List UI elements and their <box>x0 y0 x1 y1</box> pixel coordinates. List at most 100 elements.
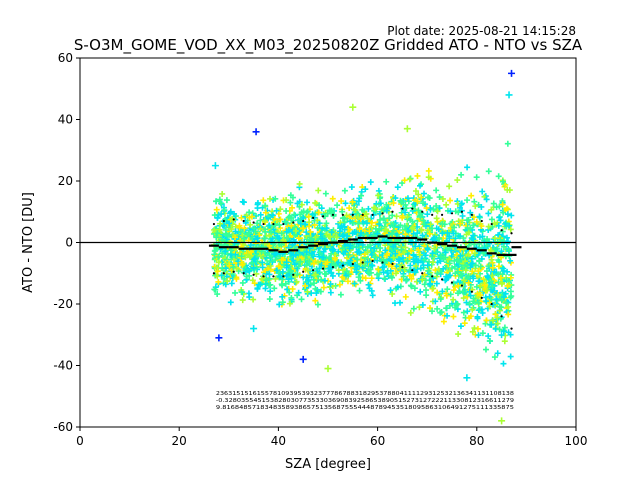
data-point <box>298 201 305 208</box>
data-point <box>407 216 414 223</box>
data-point <box>470 214 477 221</box>
data-point <box>443 201 450 208</box>
data-point <box>328 250 335 257</box>
data-point <box>502 290 509 297</box>
data-point <box>489 317 496 324</box>
percentile-marker <box>411 269 414 272</box>
y-tick-label: -60 <box>53 420 73 434</box>
percentile-marker <box>312 269 315 272</box>
data-point <box>266 222 273 229</box>
data-point <box>508 293 515 300</box>
data-point <box>288 222 295 229</box>
data-point <box>342 248 349 255</box>
data-point <box>252 128 260 136</box>
data-point <box>433 187 440 194</box>
data-point <box>416 304 423 311</box>
data-point <box>233 275 240 282</box>
mean-marker <box>437 243 448 246</box>
data-point <box>454 177 461 184</box>
data-point <box>303 262 310 269</box>
mean-marker <box>238 247 249 250</box>
data-point <box>457 233 464 240</box>
data-point <box>433 203 440 209</box>
data-point <box>222 281 229 288</box>
data-point <box>444 229 451 236</box>
data-point <box>390 220 397 227</box>
data-point <box>307 228 314 235</box>
data-point <box>499 201 506 208</box>
data-point <box>222 216 229 223</box>
data-point <box>410 224 417 231</box>
data-point <box>451 263 458 270</box>
data-point <box>443 273 450 280</box>
data-point <box>397 299 404 306</box>
data-point <box>368 275 375 282</box>
data-point <box>444 286 451 293</box>
data-point <box>257 225 264 232</box>
data-point <box>422 277 429 284</box>
data-point <box>364 258 371 265</box>
mean-marker <box>318 243 329 246</box>
data-point <box>405 198 412 205</box>
data-point <box>403 205 410 212</box>
data-point <box>389 231 396 238</box>
data-point <box>431 234 438 241</box>
data-point <box>375 192 382 199</box>
data-point <box>480 250 487 257</box>
data-point <box>477 263 484 270</box>
mean-markers <box>208 207 522 330</box>
data-point <box>273 207 280 214</box>
plot-date: Plot date: 2025-08-21 14:15:28 <box>387 24 576 38</box>
percentile-marker <box>212 222 216 226</box>
data-point <box>505 311 512 318</box>
percentile-marker <box>312 216 315 219</box>
data-point <box>300 208 307 215</box>
data-point <box>246 267 253 274</box>
data-point <box>354 256 361 263</box>
data-point <box>399 214 406 221</box>
data-point <box>470 222 477 229</box>
data-point <box>390 243 397 250</box>
data-point <box>459 213 466 220</box>
data-point <box>429 308 436 315</box>
data-point <box>342 272 349 279</box>
percentile-marker <box>331 266 335 269</box>
data-point <box>308 250 315 257</box>
data-point <box>250 296 257 303</box>
data-point <box>430 285 437 292</box>
data-point <box>235 258 242 265</box>
data-point <box>276 235 283 242</box>
data-point <box>488 216 495 223</box>
data-point <box>287 267 294 274</box>
data-point <box>496 326 503 333</box>
data-point <box>455 331 462 338</box>
data-point <box>457 220 464 227</box>
data-point <box>377 245 384 252</box>
data-point <box>347 257 354 264</box>
data-point <box>414 198 421 205</box>
data-point <box>288 294 295 301</box>
data-point <box>427 281 434 288</box>
data-point <box>465 229 472 236</box>
percentile-marker <box>450 212 454 215</box>
data-point <box>217 220 224 227</box>
data-point <box>421 256 428 263</box>
data-point <box>495 292 502 299</box>
data-point <box>330 246 337 253</box>
data-point <box>432 267 439 274</box>
data-point <box>272 275 279 282</box>
data-point <box>507 257 514 264</box>
data-point <box>454 300 461 307</box>
data-point <box>243 273 250 280</box>
mean-marker <box>347 238 358 241</box>
data-point <box>315 209 322 216</box>
data-point <box>254 220 261 227</box>
data-point <box>320 254 327 261</box>
data-point <box>489 283 496 290</box>
data-point <box>505 91 513 99</box>
data-point <box>345 251 352 258</box>
percentile-marker <box>421 210 424 213</box>
data-point <box>474 315 481 322</box>
percentile-marker <box>391 262 394 266</box>
data-point <box>246 214 253 221</box>
